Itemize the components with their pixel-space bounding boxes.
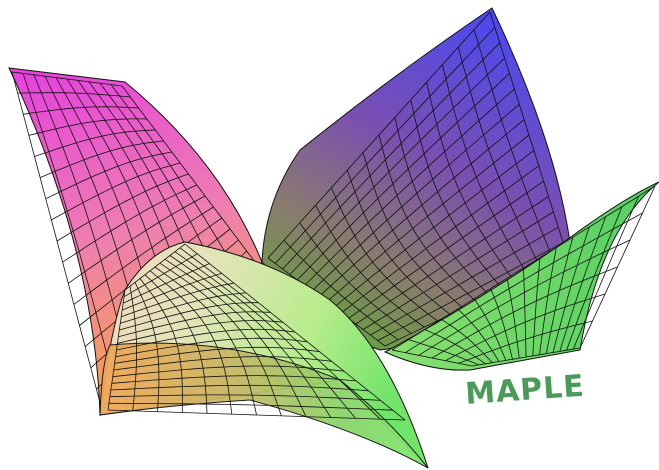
grid-line [11,71,123,87]
maple-logo-text: MAPLE [464,369,586,412]
grid-line [282,42,501,270]
grid-line [458,320,593,364]
right-wing [383,181,659,371]
grid-line [118,311,271,338]
grid-line [45,151,172,200]
grid-line [114,346,320,364]
grid-line [23,106,139,115]
grid-line [28,118,147,136]
grid-line [370,226,559,336]
grid-line [115,337,308,358]
grid-line [431,266,618,359]
front-sheet [99,241,429,469]
grid-line [405,212,643,354]
grid-line [289,57,505,275]
grid-line [111,375,357,384]
grid-line [108,402,393,411]
grid-line [123,253,198,298]
grid-line [56,173,189,242]
grid-line [124,243,186,291]
grid-line [51,162,181,221]
grid-line [445,293,606,362]
grid-line [348,180,544,319]
grid-line [112,365,344,378]
grid-line [121,282,234,318]
grid-line [107,409,406,421]
right-petal-grid [267,11,569,347]
grid-line [391,185,656,351]
grid-line [340,165,540,314]
grid-line [377,242,564,341]
front-sheet-grid [107,243,406,421]
grid-line [113,356,332,371]
grid-line [34,129,156,157]
grid-line [333,150,535,308]
grid-line [304,88,515,286]
grid-line [68,195,206,284]
grid-line [62,184,197,263]
right-petal [261,7,573,351]
grid-line [73,206,214,305]
grid-line [362,211,554,330]
grid-line [119,302,259,331]
grid-line [122,272,222,311]
right-wing-grid [391,185,656,367]
grid-line [110,384,369,392]
grid-line [122,263,210,304]
grid-line [275,27,496,264]
grid-line [326,134,530,303]
grid-line [471,347,581,367]
grid-line [297,73,510,281]
grid-line [17,92,131,98]
grid-line [318,119,525,297]
grid-line [39,140,164,178]
grid-line [109,394,381,401]
grid-line [267,11,491,259]
grid-line [311,103,520,292]
grid-line [418,239,631,356]
grid-line [120,292,247,324]
grid-line [117,320,283,344]
grid-line [116,328,296,351]
grid-line [355,196,549,325]
